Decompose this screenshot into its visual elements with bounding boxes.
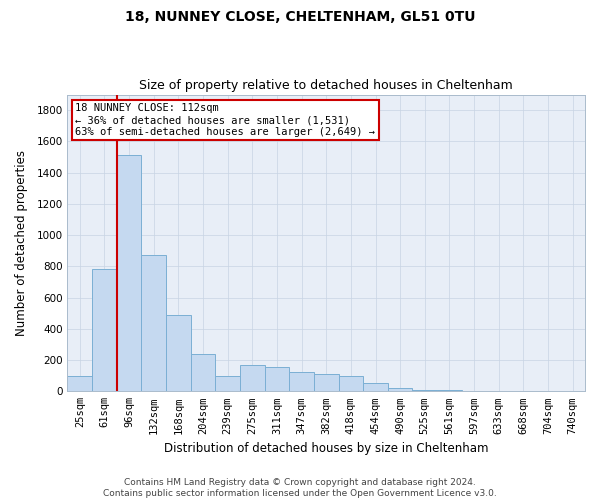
Bar — [240, 365, 265, 392]
Bar — [67, 376, 92, 392]
Text: 18 NUNNEY CLOSE: 112sqm
← 36% of detached houses are smaller (1,531)
63% of semi: 18 NUNNEY CLOSE: 112sqm ← 36% of detache… — [75, 104, 375, 136]
Bar — [215, 376, 240, 392]
Y-axis label: Number of detached properties: Number of detached properties — [15, 150, 28, 336]
Bar — [462, 390, 487, 392]
Bar — [166, 315, 191, 392]
Bar — [560, 390, 585, 392]
X-axis label: Distribution of detached houses by size in Cheltenham: Distribution of detached houses by size … — [164, 442, 488, 455]
Bar — [487, 390, 511, 392]
Bar — [142, 256, 166, 392]
Bar — [314, 374, 338, 392]
Bar — [289, 372, 314, 392]
Bar — [265, 367, 289, 392]
Bar — [437, 390, 462, 392]
Text: Contains HM Land Registry data © Crown copyright and database right 2024.
Contai: Contains HM Land Registry data © Crown c… — [103, 478, 497, 498]
Title: Size of property relative to detached houses in Cheltenham: Size of property relative to detached ho… — [139, 79, 513, 92]
Bar — [388, 388, 412, 392]
Bar — [363, 384, 388, 392]
Bar — [338, 376, 363, 392]
Text: 18, NUNNEY CLOSE, CHELTENHAM, GL51 0TU: 18, NUNNEY CLOSE, CHELTENHAM, GL51 0TU — [125, 10, 475, 24]
Bar — [511, 390, 536, 392]
Bar — [117, 156, 142, 392]
Bar — [92, 270, 117, 392]
Bar — [412, 390, 437, 392]
Bar — [191, 354, 215, 392]
Bar — [536, 390, 560, 392]
